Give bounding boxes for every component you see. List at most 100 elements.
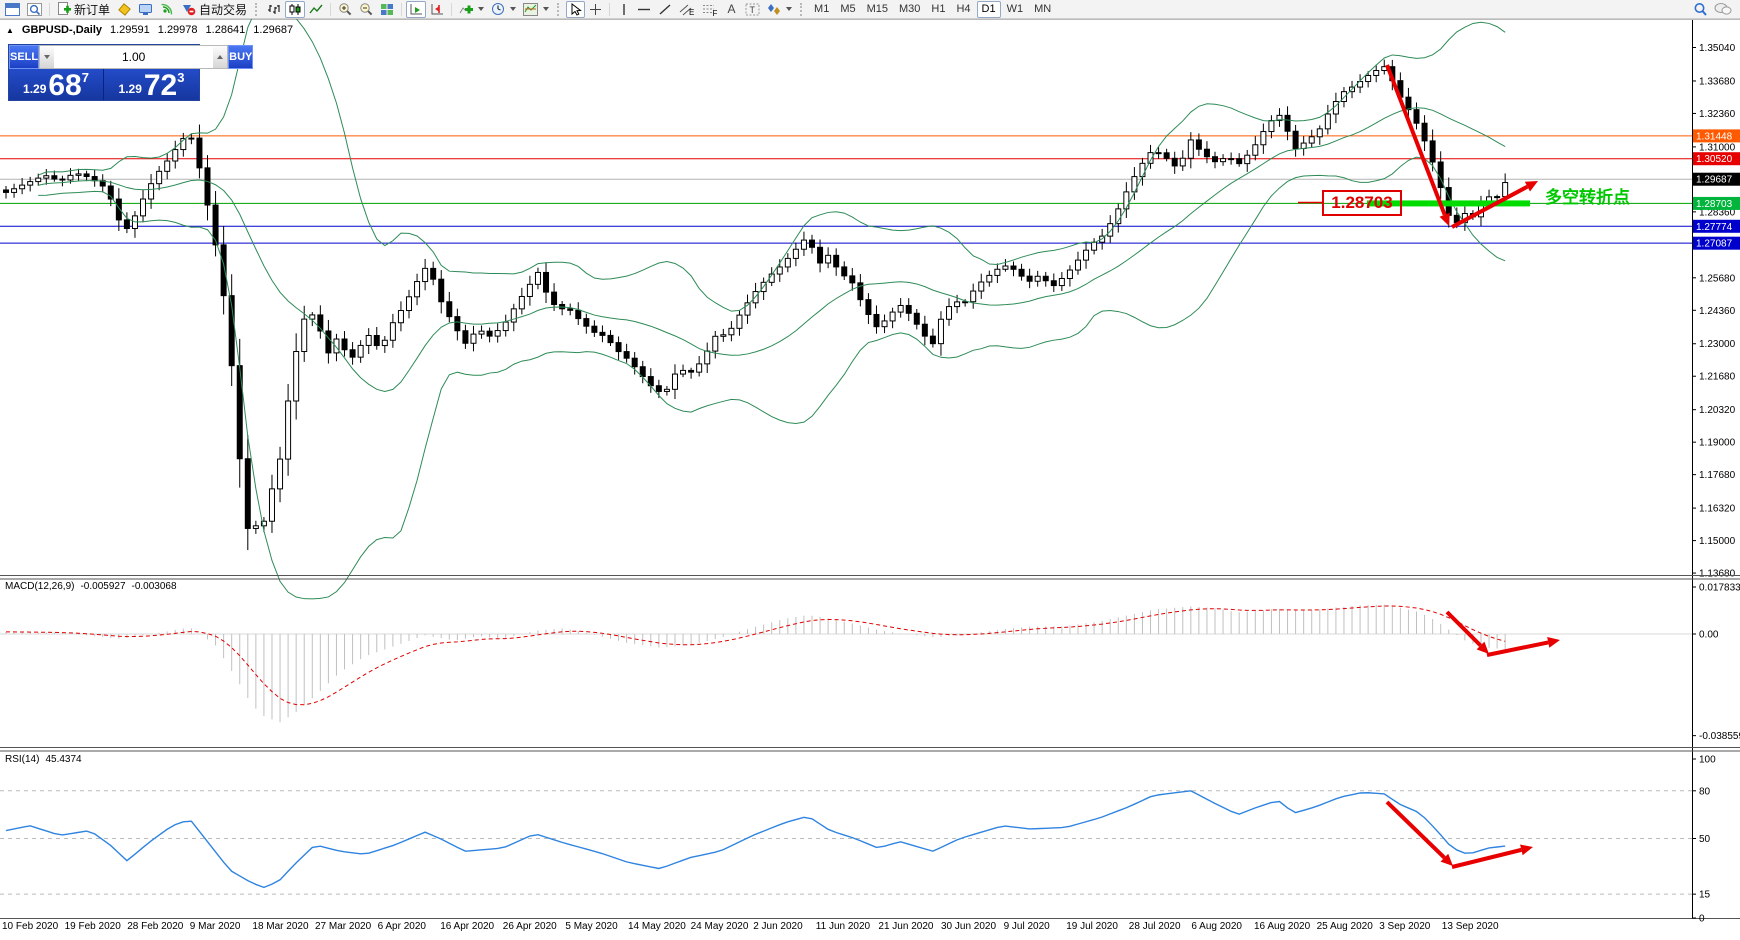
timeframe-w1[interactable]: W1 <box>1006 3 1024 15</box>
candle-body <box>833 254 840 268</box>
timeframe-m5[interactable]: M5 <box>840 3 856 15</box>
candle-body <box>156 170 163 185</box>
candle-body <box>1018 268 1025 277</box>
candle-body <box>212 204 219 246</box>
candle-body <box>1179 157 1186 167</box>
buy-price-pip: 3 <box>177 70 185 85</box>
sell-price-main: 68 <box>48 69 82 102</box>
new-order-button[interactable]: 新订单 <box>54 1 113 18</box>
candle-body <box>478 330 485 335</box>
chart-window-button[interactable] <box>2 1 23 18</box>
timeframe-mn[interactable]: MN <box>1034 3 1052 15</box>
macd-indicator-label: MACD(12,26,9) -0.005927 -0.003068 <box>5 581 177 592</box>
profile-window-button[interactable] <box>24 1 45 18</box>
volume-increase-button[interactable] <box>213 46 228 68</box>
buy-price[interactable]: 1.29 72 3 <box>104 69 199 101</box>
volume-decrease-button[interactable] <box>40 46 55 68</box>
crosshair-button[interactable] <box>586 1 605 18</box>
candle-body <box>841 266 848 277</box>
autotrading-label: 自动交易 <box>199 2 248 17</box>
chat-icon[interactable] <box>1714 2 1732 16</box>
trendline-button[interactable] <box>655 1 675 18</box>
timeframe-m30[interactable]: M30 <box>899 3 921 15</box>
arrows-button[interactable] <box>764 1 795 18</box>
auto-scroll-button[interactable] <box>406 0 427 18</box>
candle-body <box>1292 130 1299 150</box>
template-icon <box>523 2 539 16</box>
date-axis-label: 27 Mar 2020 <box>315 921 372 932</box>
candle-body <box>534 271 541 285</box>
candle-body <box>438 278 445 303</box>
horizontal-line-button[interactable] <box>634 1 654 18</box>
tile-windows-button[interactable] <box>377 1 397 18</box>
crosshair-icon <box>590 3 602 15</box>
candle-body <box>1212 156 1218 163</box>
candle-body <box>897 304 904 313</box>
candle-body <box>551 291 558 305</box>
candle-body <box>1421 122 1428 142</box>
fibonacci-button[interactable]: F <box>699 1 721 18</box>
ohlc-high: 1.29978 <box>157 24 198 36</box>
price-annotation-box[interactable]: 1.28703 <box>1322 190 1402 216</box>
trendline-icon <box>659 3 671 15</box>
text-button[interactable]: A <box>722 1 741 18</box>
macd-axis-label: 0.00 <box>1699 630 1719 641</box>
candle-body <box>792 248 799 259</box>
autotrading-button[interactable]: 自动交易 <box>178 1 250 18</box>
text-label-button[interactable]: T <box>742 1 763 18</box>
bar-chart-icon <box>268 4 280 14</box>
date-axis-label: 18 Mar 2020 <box>252 921 309 932</box>
buy-button[interactable]: BUY <box>228 45 254 69</box>
line-chart-button[interactable] <box>306 1 326 18</box>
vertical-line-button[interactable] <box>614 1 633 18</box>
signals-button[interactable] <box>157 1 177 18</box>
turning-point-note[interactable]: 多空转折点 <box>1545 188 1630 207</box>
market-button[interactable] <box>114 1 134 18</box>
candle-body <box>1026 275 1033 282</box>
sell-button[interactable]: SELL <box>9 45 40 69</box>
new-order-label: 新订单 <box>74 2 111 17</box>
candle-body <box>1034 275 1041 282</box>
candle-body <box>43 175 50 179</box>
candle-body <box>1324 113 1331 130</box>
date-axis-label: 25 Aug 2020 <box>1316 921 1373 932</box>
candle-body <box>849 275 856 284</box>
rsi-axis-label: 0 <box>1699 914 1705 925</box>
timeframe-d1[interactable]: D1 <box>976 0 1001 18</box>
date-axis-label: 9 Mar 2020 <box>189 921 241 932</box>
date-axis-label: 28 Jul 2020 <box>1128 921 1181 932</box>
volume-input[interactable] <box>54 46 214 68</box>
rsi-axis-label: 50 <box>1699 834 1711 845</box>
candle-body <box>720 334 727 337</box>
search-icon[interactable] <box>1693 2 1708 17</box>
timeframe-m15[interactable]: M15 <box>866 3 888 15</box>
candle-body <box>454 316 461 332</box>
timeframe-m1[interactable]: M1 <box>814 3 830 15</box>
autotrading-icon <box>183 5 196 16</box>
candle-body <box>365 335 372 346</box>
periods-button[interactable] <box>488 1 519 18</box>
chart-shift-button[interactable] <box>427 1 447 18</box>
templates-button[interactable] <box>520 1 552 18</box>
dropdown-caret-icon <box>786 7 793 11</box>
cursor-button[interactable] <box>566 0 586 18</box>
bar-chart-button[interactable] <box>264 1 284 18</box>
candle-body <box>1195 139 1202 150</box>
timeframe-h4[interactable]: H4 <box>956 3 971 15</box>
candle-body <box>986 274 993 283</box>
candle-body <box>414 281 421 298</box>
candlestick-chart-button[interactable] <box>285 0 306 18</box>
timeframe-h1[interactable]: H1 <box>931 3 946 15</box>
macd-axis-label: 0.017833 <box>1699 582 1740 593</box>
sell-price[interactable]: 1.29 68 7 <box>9 69 104 102</box>
indicators-button[interactable] <box>456 1 487 18</box>
tile-windows-icon <box>381 3 394 15</box>
rsi-line <box>5 790 1506 889</box>
zoom-in-button[interactable] <box>335 1 355 18</box>
hosting-button[interactable] <box>135 1 156 18</box>
bollinger-middle-band <box>38 107 1506 393</box>
zoom-out-button[interactable] <box>356 1 376 18</box>
equidistant-channel-button[interactable]: E <box>676 1 698 18</box>
